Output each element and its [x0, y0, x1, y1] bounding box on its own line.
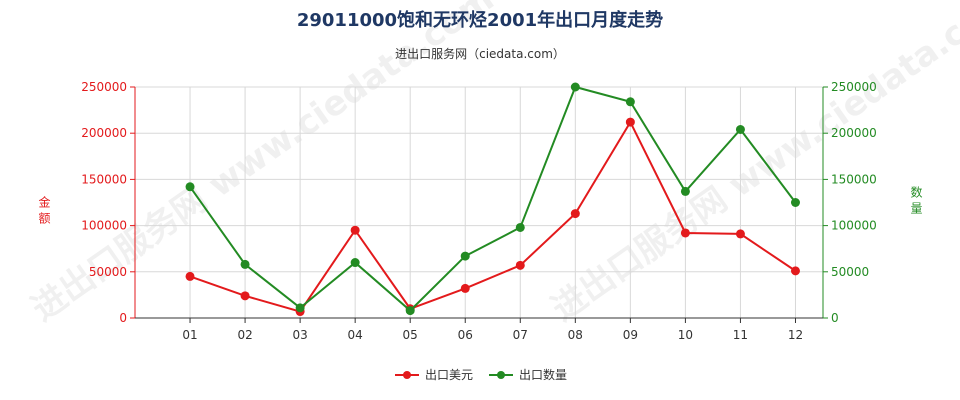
data-point — [735, 229, 745, 239]
data-point — [405, 306, 415, 316]
data-point — [460, 251, 470, 261]
y-tick-label-left: 100000 — [81, 219, 127, 233]
x-tick-label: 04 — [348, 328, 363, 342]
y-tick-label-left: 50000 — [89, 265, 127, 279]
x-tick-label: 12 — [788, 328, 803, 342]
data-point — [240, 291, 250, 301]
y-tick-label-left: 150000 — [81, 172, 127, 186]
x-tick-label: 09 — [623, 328, 638, 342]
y-tick-label-left: 250000 — [81, 80, 127, 94]
data-point — [570, 209, 580, 219]
data-point — [790, 198, 800, 207]
data-point — [295, 303, 305, 313]
data-point — [185, 271, 195, 281]
x-tick-label: 10 — [678, 328, 693, 342]
y-tick-label-right: 0 — [831, 311, 839, 325]
legend-swatch-marker — [403, 371, 411, 379]
x-tick-label: 03 — [292, 328, 307, 342]
chart-subtitle: 进出口服务网（ciedata.com） — [395, 47, 565, 61]
x-tick-label: 08 — [568, 328, 583, 342]
data-point — [570, 82, 580, 92]
x-tick-label: 07 — [513, 328, 528, 342]
data-point — [515, 260, 525, 270]
y-axis-label-left: 金额 — [37, 196, 51, 228]
data-point — [625, 97, 635, 107]
data-point — [350, 258, 360, 268]
data-point — [735, 125, 745, 135]
data-point — [515, 222, 525, 232]
y-tick-label-left: 200000 — [81, 126, 127, 140]
series-line — [189, 85, 797, 312]
x-tick-label: 05 — [403, 328, 418, 342]
y-tick-label-right: 100000 — [831, 219, 877, 233]
x-tick-label: 11 — [733, 328, 748, 342]
data-point — [680, 186, 690, 196]
y-axis-label-right: 数量 — [909, 186, 923, 218]
data-point — [680, 228, 690, 238]
series-line — [189, 120, 797, 313]
legend-label: 出口美元 — [425, 368, 473, 382]
x-tick-label: 02 — [237, 328, 252, 342]
chart-title: 29011000饱和无环烃2001年出口月度走势 — [296, 10, 664, 31]
y-tick-label-right: 150000 — [831, 172, 877, 186]
x-tick-label: 01 — [182, 328, 197, 342]
legend-swatch-marker — [497, 371, 505, 379]
y-tick-label-right: 250000 — [831, 80, 877, 94]
data-point — [625, 117, 635, 127]
y-tick-label-left: 0 — [119, 311, 127, 325]
data-point — [460, 283, 470, 293]
legend-label: 出口数量 — [519, 367, 567, 382]
data-point — [790, 266, 800, 276]
x-tick-label: 06 — [458, 328, 473, 342]
data-point — [240, 259, 250, 269]
data-point — [350, 225, 360, 235]
data-point — [185, 182, 195, 192]
y-tick-label-right: 200000 — [831, 126, 877, 140]
y-tick-label-right: 50000 — [831, 265, 869, 279]
